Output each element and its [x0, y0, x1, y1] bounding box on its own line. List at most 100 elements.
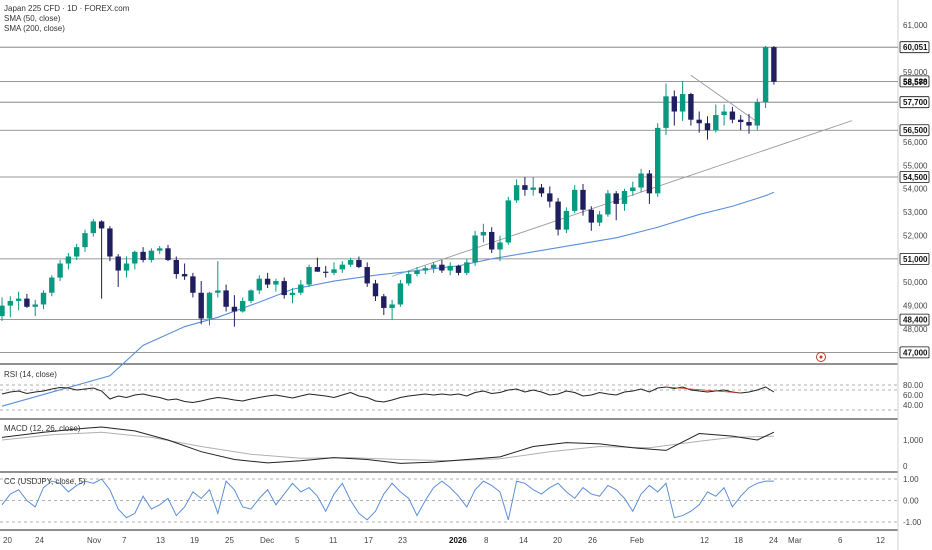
- candle-body: [721, 111, 727, 116]
- candle-body: [173, 260, 179, 275]
- candle-body: [389, 304, 395, 308]
- candle-body: [281, 281, 287, 296]
- candle-body: [555, 201, 561, 230]
- sma200-legend[interactable]: SMA (200, close): [4, 24, 65, 33]
- level-tag: [899, 41, 930, 54]
- level-tag-label: 57,700: [903, 98, 928, 107]
- candle-body: [530, 187, 536, 190]
- time-tick-label: 24: [769, 536, 778, 545]
- time-tick-label: Feb: [630, 536, 644, 545]
- candle-body: [157, 248, 163, 251]
- time-tick-label: 12: [700, 536, 709, 545]
- price-tick-label: 49,000: [903, 302, 928, 311]
- candle-body: [588, 209, 594, 223]
- price-axis[interactable]: 61,000 59,000 56,000 55,000 54,000 53,000 52,0…: [899, 21, 930, 527]
- candle-body: [688, 93, 694, 120]
- candle-body: [381, 296, 387, 308]
- level-tag: [899, 346, 930, 359]
- level-tag-label: 58,588: [903, 77, 928, 86]
- candle-body: [547, 193, 553, 202]
- candle-body: [206, 292, 213, 319]
- level-tag-label: 58,570: [903, 78, 928, 87]
- macd-line: [1, 426, 775, 464]
- candle-body: [563, 210, 570, 230]
- candle-body: [638, 173, 644, 188]
- cc-panel: [0, 478, 898, 523]
- candle-body: [771, 47, 777, 82]
- candle-body: [256, 278, 262, 291]
- time-tick-label: 23: [398, 536, 407, 545]
- candle-body: [754, 102, 760, 126]
- candle-body: [115, 256, 121, 271]
- price-tick-label: 54,000: [903, 185, 928, 194]
- price-tick-label: 52,000: [903, 231, 928, 240]
- candle-body: [90, 221, 96, 234]
- candle-body: [422, 268, 428, 271]
- grid-layer: [0, 0, 899, 550]
- level-tag: [899, 313, 930, 326]
- time-tick-label: 8: [484, 536, 489, 545]
- price-tick-label: 61,000: [903, 21, 928, 30]
- rsi-legend[interactable]: RSI (14, close): [4, 370, 57, 379]
- candle-body: [472, 235, 478, 263]
- candle-body: [663, 96, 669, 128]
- candle-body: [696, 119, 702, 124]
- rsi-tick-label: 40.00: [903, 401, 924, 410]
- level-tag-label: 47,000: [903, 348, 928, 357]
- candle-body: [181, 274, 188, 277]
- level-tag: [899, 75, 930, 88]
- candle-body: [7, 300, 13, 306]
- time-tick-label: 18: [734, 536, 743, 545]
- time-tick-label: 2026: [449, 536, 467, 545]
- macd-tick-label: 1,000: [903, 436, 924, 445]
- candle-body: [40, 292, 47, 305]
- time-tick-label: 25: [225, 536, 234, 545]
- candle-body: [738, 119, 744, 123]
- candle-body: [655, 127, 661, 194]
- candle-body: [82, 233, 88, 248]
- cc-tick-label: 1.00: [903, 475, 919, 484]
- time-axis[interactable]: 20 24 Nov 7 13 19 25 Dec 5 11 17 23 2026 8 14 20 26 Feb 12…: [3, 536, 885, 545]
- candle-body: [273, 281, 279, 285]
- trendline: [690, 74, 758, 123]
- candle-body: [331, 269, 337, 273]
- rsi-panel: [0, 384, 898, 411]
- event-icon-dot: [819, 355, 823, 359]
- candle-body: [98, 221, 105, 229]
- candle-body: [57, 263, 63, 278]
- trendlines: [391, 74, 853, 277]
- candle-body: [621, 191, 628, 204]
- level-tag-label: 51,000: [903, 255, 928, 264]
- cc-tick-label: -1.00: [903, 518, 922, 527]
- macd-panel: [1, 426, 775, 464]
- candle-body: [165, 248, 171, 261]
- candle-body: [15, 298, 22, 301]
- candle-body: [190, 276, 196, 293]
- rsi-line: [1, 386, 775, 404]
- candle-body: [215, 290, 221, 293]
- candle-body: [231, 306, 238, 312]
- candle-body: [464, 262, 470, 273]
- candle-body: [704, 123, 711, 131]
- sma-layer: [1, 191, 775, 407]
- time-tick-label: Mar: [788, 536, 802, 545]
- candle-body: [132, 251, 138, 264]
- candle-body: [414, 270, 420, 275]
- price-tick-label: 53,000: [903, 208, 928, 217]
- price-tick-label: 59,000: [903, 68, 928, 77]
- time-tick-label: 17: [364, 536, 373, 545]
- candle-body: [630, 187, 636, 192]
- macd-legend[interactable]: MACD (12, 26, close): [4, 424, 81, 433]
- time-tick-label: Nov: [87, 536, 101, 545]
- candle-body: [397, 283, 404, 305]
- rsi-tick-label: 80.00: [903, 381, 924, 390]
- candle-body: [107, 228, 113, 257]
- candles[interactable]: [0, 46, 826, 362]
- candle-body: [0, 305, 5, 317]
- candle-body: [198, 292, 204, 319]
- cc-legend[interactable]: CC (USDJPY, close, 5): [4, 477, 86, 486]
- time-tick-label: 13: [156, 536, 165, 545]
- sma50-legend[interactable]: SMA (50, close): [4, 14, 61, 23]
- candle-body: [679, 93, 686, 112]
